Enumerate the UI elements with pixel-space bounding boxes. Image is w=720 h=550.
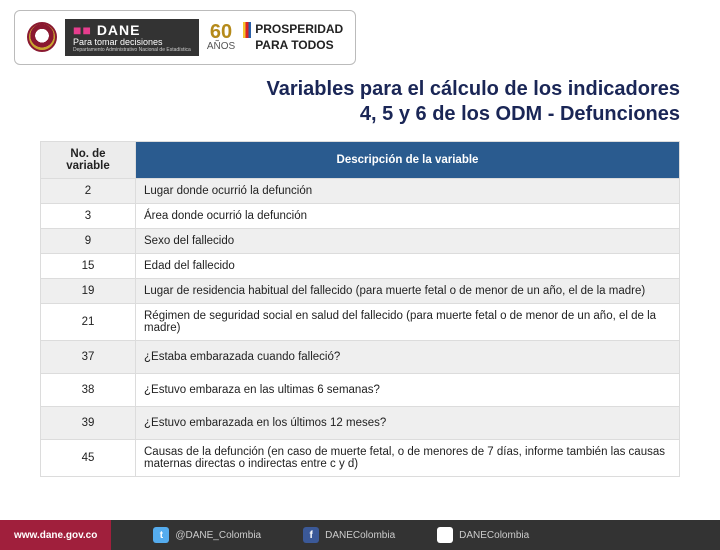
youtube-icon: ▶ <box>437 527 453 543</box>
var-number: 38 <box>41 373 136 406</box>
page-title: Variables para el cálculo de los indicad… <box>0 65 720 135</box>
var-desc: Edad del fallecido <box>136 253 680 278</box>
header-logo-bar: ■■ DANE Para tomar decisiones Departamen… <box>14 10 356 65</box>
variables-table: No. de variable Descripción de la variab… <box>40 141 680 477</box>
facebook-icon: f <box>303 527 319 543</box>
var-desc: Sexo del fallecido <box>136 228 680 253</box>
var-desc: Lugar de residencia habitual del falleci… <box>136 278 680 303</box>
footer-site-url: www.dane.gov.co <box>0 520 111 550</box>
anniversary-logo: 60 AÑOS <box>207 22 235 52</box>
facebook-handle: DANEColombia <box>325 530 395 541</box>
table-row: 21Régimen de seguridad social en salud d… <box>41 303 680 340</box>
table-row: 9Sexo del fallecido <box>41 228 680 253</box>
table-row: 2Lugar donde ocurrió la defunción <box>41 178 680 203</box>
table-row: 15Edad del fallecido <box>41 253 680 278</box>
footer-twitter: t @DANE_Colombia <box>153 527 261 543</box>
var-desc: Lugar donde ocurrió la defunción <box>136 178 680 203</box>
var-number: 37 <box>41 340 136 373</box>
var-number: 19 <box>41 278 136 303</box>
var-number: 2 <box>41 178 136 203</box>
var-number: 39 <box>41 406 136 439</box>
col-header-number: No. de variable <box>41 141 136 178</box>
var-desc: Régimen de seguridad social en salud del… <box>136 303 680 340</box>
table-row: 39¿Estuvo embarazada en los últimos 12 m… <box>41 406 680 439</box>
prosperidad-line2: PARA TODOS <box>255 38 333 52</box>
table-row: 19Lugar de residencia habitual del falle… <box>41 278 680 303</box>
twitter-icon: t <box>153 527 169 543</box>
var-desc: ¿Estuvo embaraza en las ultimas 6 semana… <box>136 373 680 406</box>
flag-bars-icon <box>243 22 251 38</box>
var-number: 45 <box>41 439 136 476</box>
colombia-shield-logo <box>27 22 57 52</box>
var-desc: ¿Estaba embarazada cuando falleció? <box>136 340 680 373</box>
table-row: 3Área donde ocurrió la defunción <box>41 203 680 228</box>
footer-facebook: f DANEColombia <box>303 527 395 543</box>
prosperidad-line1: PROSPERIDAD <box>255 22 343 36</box>
var-number: 15 <box>41 253 136 278</box>
anniversary-label: AÑOS <box>207 42 235 52</box>
dane-logo: ■■ DANE Para tomar decisiones Departamen… <box>65 19 199 56</box>
var-desc: ¿Estuvo embarazada en los últimos 12 mes… <box>136 406 680 439</box>
dane-brand-text: DANE <box>97 22 141 38</box>
title-line2: 4, 5 y 6 de los ODM - Defunciones <box>360 103 680 125</box>
twitter-handle: @DANE_Colombia <box>175 530 261 541</box>
prosperidad-logo: PROSPERIDAD PARA TODOS <box>243 22 343 52</box>
table-row: 38¿Estuvo embaraza en las ultimas 6 sema… <box>41 373 680 406</box>
youtube-handle: DANEColombia <box>459 530 529 541</box>
var-desc: Área donde ocurrió la defunción <box>136 203 680 228</box>
var-desc: Causas de la defunción (en caso de muert… <box>136 439 680 476</box>
anniversary-number: 60 <box>207 22 235 42</box>
dane-subtitle: Departamento Administrativo Nacional de … <box>73 48 191 54</box>
footer-bar: www.dane.gov.co t @DANE_Colombia f DANEC… <box>0 520 720 550</box>
var-number: 9 <box>41 228 136 253</box>
footer-youtube: ▶ DANEColombia <box>437 527 529 543</box>
title-line1: Variables para el cálculo de los indicad… <box>266 78 680 100</box>
table-row: 45Causas de la defunción (en caso de mue… <box>41 439 680 476</box>
table-row: 37¿Estaba embarazada cuando falleció? <box>41 340 680 373</box>
col-header-description: Descripción de la variable <box>136 141 680 178</box>
var-number: 21 <box>41 303 136 340</box>
var-number: 3 <box>41 203 136 228</box>
